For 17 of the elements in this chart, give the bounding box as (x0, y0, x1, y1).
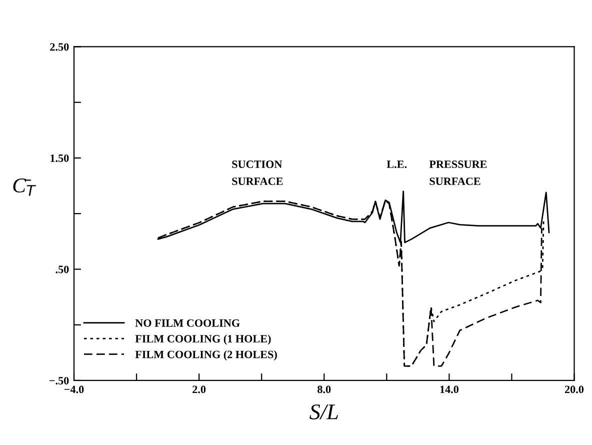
y-tick-label: .50 (56, 266, 69, 274)
x-tick-label: 20.0 (564, 386, 584, 394)
x-tick-label: 14.0 (440, 386, 458, 394)
y-tick-label: −.50 (50, 376, 69, 384)
legend-label: FILM COOLING (1 HOLE) (135, 334, 271, 345)
y-axis-title: C̄$_{T}$ (13, 178, 36, 196)
x-tick-label: 8.0 (318, 386, 331, 394)
x-tick-label: 2.0 (192, 386, 206, 394)
annotation: SUCTION SURFACE (232, 160, 283, 186)
annotation: L.E. (386, 160, 407, 168)
legend-label: NO FILM COOLING (135, 319, 240, 327)
y-tick-label: 2.50 (50, 43, 69, 51)
x-tick-label: −4.0 (64, 386, 84, 394)
y-tick-label: 1.50 (50, 154, 69, 162)
legend-label: FILM COOLING (2 HOLES) (135, 350, 277, 360)
x-axis-title: S/L (310, 404, 338, 420)
annotation: PRESSURE SURFACE (429, 160, 487, 186)
